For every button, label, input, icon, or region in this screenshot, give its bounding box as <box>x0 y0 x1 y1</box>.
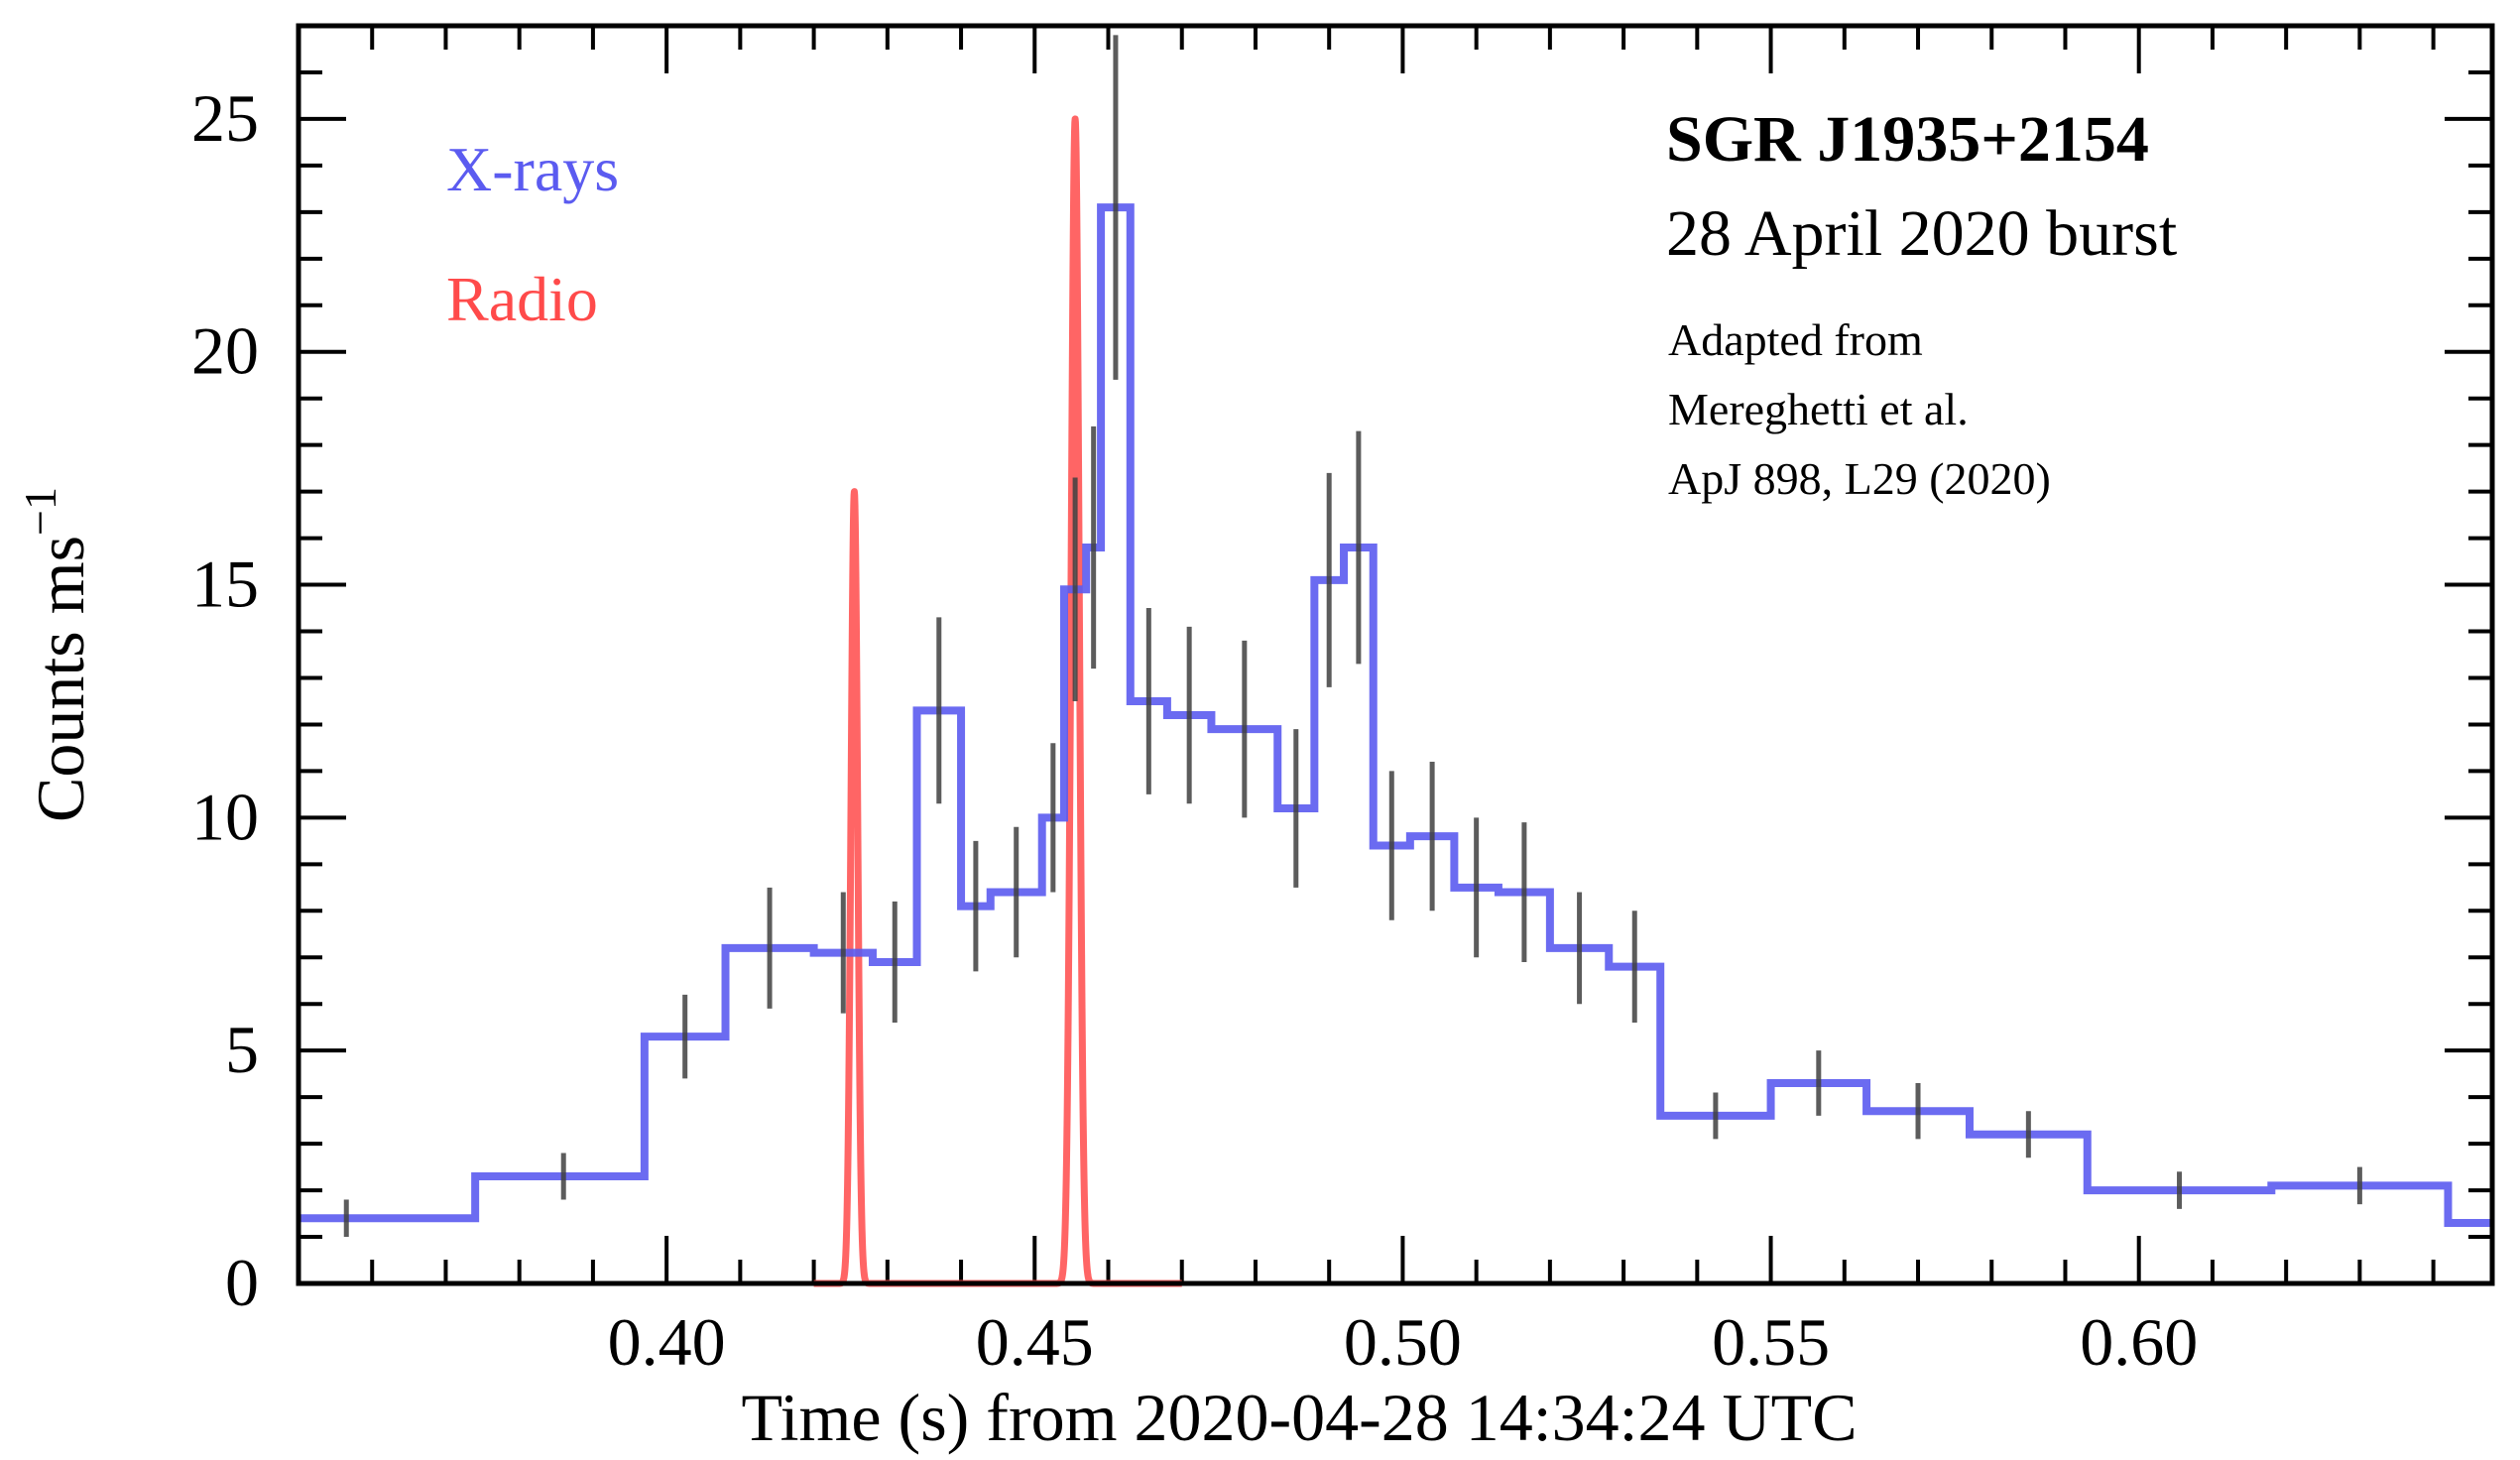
annotation-line-1: Adapted from <box>1668 314 1923 365</box>
y-tick-label: 5 <box>225 1012 259 1087</box>
x-tick-label: 0.40 <box>608 1304 726 1380</box>
x-tick-label: 0.50 <box>1344 1304 1462 1380</box>
y-axis-label-base: Counts ms <box>23 536 98 822</box>
legend-radio: Radio <box>446 264 598 334</box>
chart-title: SGR J1935+2154 <box>1666 103 2149 176</box>
x-tick-label: 0.60 <box>2080 1304 2198 1380</box>
y-tick-label: 20 <box>191 313 259 389</box>
chart-subtitle: 28 April 2020 burst <box>1666 197 2177 270</box>
y-tick-label: 0 <box>225 1245 259 1320</box>
legend-xrays: X-rays <box>446 134 619 204</box>
axis-ticks <box>299 26 2492 1283</box>
y-tick-label: 15 <box>191 547 259 622</box>
y-axis-label: Counts ms−1 <box>15 487 98 822</box>
x-axis-label: Time (s) from 2020-04-28 14:34:24 UTC <box>741 1380 1857 1455</box>
y-tick-label: 10 <box>191 779 259 854</box>
y-tick-label: 25 <box>191 80 259 156</box>
tick-labels: 0.40 0.45 0.50 0.55 0.60 0 5 10 15 20 25 <box>191 80 2198 1380</box>
x-tick-label: 0.55 <box>1712 1304 1830 1380</box>
annotation-line-3: ApJ 898, L29 (2020) <box>1668 453 2051 504</box>
plot-frame <box>296 23 2495 1286</box>
annotation-line-2: Mereghetti et al. <box>1668 384 1969 434</box>
y-axis-label-exponent: −1 <box>15 487 65 536</box>
x-tick-label: 0.45 <box>976 1304 1094 1380</box>
